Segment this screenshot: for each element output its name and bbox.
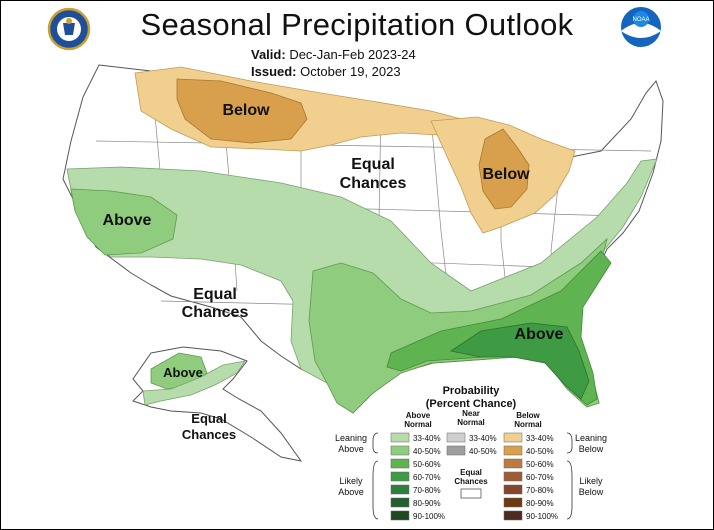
alaska-above-33-40 bbox=[142, 360, 246, 406]
legend-below-header-2: Normal bbox=[514, 420, 542, 429]
below-swatch-4 bbox=[503, 484, 523, 495]
legend-leaning-above-1: Leaning bbox=[335, 433, 367, 443]
above-label-5: 80-90% bbox=[413, 499, 441, 508]
legend-near-header-2: Normal bbox=[457, 418, 485, 427]
bracket-likely-below bbox=[566, 460, 573, 520]
label-alaska-equal-1: Equal bbox=[191, 411, 226, 426]
label-southwest-equal-1: Equal bbox=[193, 286, 237, 303]
legend-equal-swatch bbox=[460, 488, 482, 499]
label-north-below: Below bbox=[222, 102, 270, 119]
legend-leaning-below-1: Leaning bbox=[575, 433, 607, 443]
issued-value: October 19, 2023 bbox=[300, 64, 401, 79]
issued-line: Issued: October 19, 2023 bbox=[251, 64, 401, 79]
above-swatch-4 bbox=[390, 484, 410, 495]
legend-likely-above-2: Above bbox=[338, 487, 364, 497]
above-swatch-2 bbox=[390, 458, 410, 469]
noaa-logo-icon: NOAA bbox=[621, 7, 661, 47]
near-swatch-0 bbox=[446, 432, 466, 443]
valid-label: Valid: bbox=[251, 47, 286, 62]
above-label-0: 33-40% bbox=[413, 434, 441, 443]
above-swatch-0 bbox=[390, 432, 410, 443]
below-swatch-3 bbox=[503, 471, 523, 482]
near-swatch-1 bbox=[446, 445, 466, 456]
legend-equal-label-2: Chances bbox=[454, 477, 488, 486]
below-swatch-2 bbox=[503, 458, 523, 469]
above-swatch-6 bbox=[390, 510, 410, 521]
commerce-seal-icon bbox=[47, 7, 91, 51]
below-swatch-0 bbox=[503, 432, 523, 443]
above-label-6: 90-100% bbox=[413, 512, 445, 521]
legend-title-2: (Percent Chance) bbox=[426, 398, 517, 410]
label-great-lakes-below: Below bbox=[482, 166, 530, 183]
below-swatch-5 bbox=[503, 497, 523, 508]
below-label-1: 40-50% bbox=[526, 447, 554, 456]
noaa-logo-text: NOAA bbox=[632, 17, 649, 23]
above-label-1: 40-50% bbox=[413, 447, 441, 456]
legend-above-header-2: Normal bbox=[404, 420, 432, 429]
bracket-leaning-below bbox=[566, 432, 573, 454]
below-label-0: 33-40% bbox=[526, 434, 554, 443]
near-label-1: 40-50% bbox=[469, 447, 497, 456]
legend-leaning-above-2: Above bbox=[338, 444, 364, 454]
label-central-equal-1: Equal bbox=[351, 156, 395, 173]
label-alaska-equal-2: Chances bbox=[182, 427, 236, 442]
below-label-5: 80-90% bbox=[526, 499, 554, 508]
valid-value: Dec-Jan-Feb 2023-24 bbox=[289, 47, 416, 62]
below-label-3: 60-70% bbox=[526, 473, 554, 482]
legend-above-header-1: Above bbox=[406, 411, 431, 420]
legend-title-1: Probability bbox=[443, 385, 501, 397]
legend-swatches: 33-40% 40-50% 50-60% 60-70% 70-80% 80-90% 90-1… bbox=[390, 432, 558, 521]
bracket-leaning-above bbox=[372, 432, 379, 454]
below-label-6: 90-100% bbox=[526, 512, 558, 521]
alaska-landmass bbox=[132, 346, 303, 462]
above-swatch-3 bbox=[390, 471, 410, 482]
below-40-50-michigan bbox=[478, 128, 530, 210]
legend-near-header-1: Near bbox=[462, 409, 480, 418]
legend-likely-below-1: Likely bbox=[579, 476, 603, 486]
label-central-equal-2: Chances bbox=[340, 175, 407, 192]
legend-leaning-below-2: Below bbox=[579, 444, 604, 454]
above-60-70-core bbox=[449, 322, 590, 400]
below-label-4: 70-80% bbox=[526, 486, 554, 495]
above-swatch-1 bbox=[390, 445, 410, 456]
below-label-2: 50-60% bbox=[526, 460, 554, 469]
legend-below-header-1: Below bbox=[516, 411, 540, 420]
label-alaska-above: Above bbox=[163, 365, 203, 380]
above-swatch-5 bbox=[390, 497, 410, 508]
below-swatch-6 bbox=[503, 510, 523, 521]
above-label-2: 50-60% bbox=[413, 460, 441, 469]
label-southwest-equal-2: Chances bbox=[182, 304, 249, 321]
issued-label: Issued: bbox=[251, 64, 297, 79]
legend-likely-above-1: Likely bbox=[339, 476, 363, 486]
legend-equal-label-1: Equal bbox=[460, 468, 482, 477]
above-label-3: 60-70% bbox=[413, 473, 441, 482]
page-title: Seasonal Precipitation Outlook bbox=[140, 7, 574, 42]
label-west-above: Above bbox=[103, 212, 152, 229]
below-40-50-north bbox=[176, 78, 308, 144]
below-swatch-1 bbox=[503, 445, 523, 456]
label-southeast-above: Above bbox=[515, 326, 564, 343]
above-label-4: 70-80% bbox=[413, 486, 441, 495]
above-40-50-south bbox=[308, 237, 608, 414]
valid-line: Valid: Dec-Jan-Feb 2023-24 bbox=[251, 47, 416, 62]
near-label-0: 33-40% bbox=[469, 434, 497, 443]
legend-likely-below-2: Below bbox=[579, 487, 604, 497]
bracket-likely-above bbox=[372, 460, 379, 520]
legend: Probability (Percent Chance) Above Norma… bbox=[335, 385, 607, 521]
above-40-50-west bbox=[70, 188, 178, 256]
